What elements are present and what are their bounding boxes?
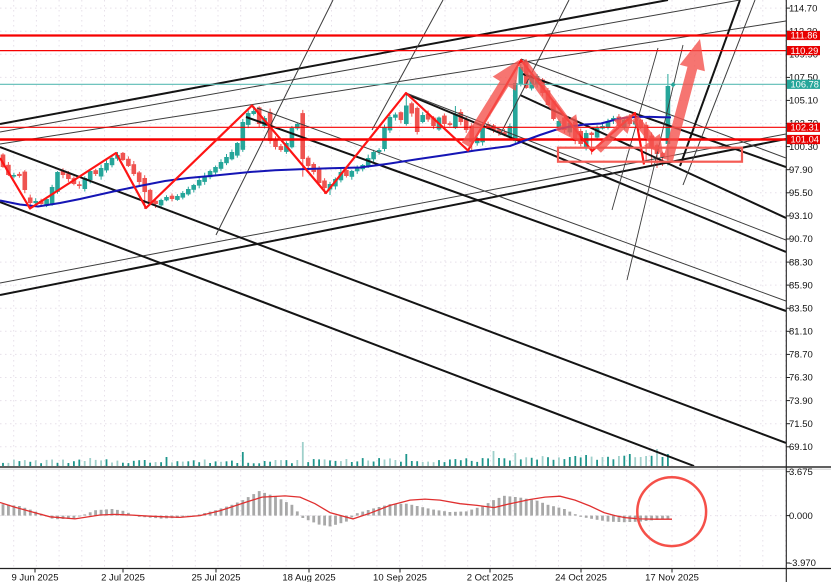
- svg-text:3.675: 3.675: [789, 467, 813, 478]
- svg-text:18 Aug 2025: 18 Aug 2025: [282, 573, 335, 582]
- svg-text:69.10: 69.10: [789, 442, 813, 453]
- svg-text:90.70: 90.70: [789, 234, 813, 245]
- svg-text:97.90: 97.90: [789, 165, 813, 176]
- svg-text:100.30: 100.30: [789, 142, 818, 153]
- svg-text:85.90: 85.90: [789, 280, 813, 291]
- svg-text:95.50: 95.50: [789, 188, 813, 199]
- svg-text:73.90: 73.90: [789, 396, 813, 407]
- svg-text:93.10: 93.10: [789, 211, 813, 222]
- svg-text:2 Jul 2025: 2 Jul 2025: [101, 573, 145, 582]
- svg-text:17 Nov 2025: 17 Nov 2025: [645, 573, 699, 582]
- svg-text:110.29: 110.29: [791, 46, 819, 56]
- svg-text:114.70: 114.70: [789, 3, 817, 14]
- svg-text:106.78: 106.78: [791, 80, 819, 90]
- svg-text:24 Oct 2025: 24 Oct 2025: [555, 573, 607, 582]
- svg-text:111.86: 111.86: [791, 31, 818, 41]
- svg-text:0.000: 0.000: [789, 511, 813, 522]
- svg-text:101.04: 101.04: [791, 135, 819, 145]
- svg-text:9 Jun 2025: 9 Jun 2025: [11, 573, 58, 582]
- svg-text:105.10: 105.10: [789, 96, 818, 107]
- svg-text:107.50: 107.50: [789, 73, 818, 84]
- svg-text:-3.970: -3.970: [789, 558, 816, 569]
- svg-text:71.50: 71.50: [789, 419, 813, 430]
- svg-text:88.30: 88.30: [789, 257, 813, 268]
- svg-text:102.31: 102.31: [791, 123, 819, 133]
- svg-text:76.30: 76.30: [789, 373, 813, 384]
- svg-text:78.70: 78.70: [789, 350, 813, 361]
- svg-text:83.50: 83.50: [789, 303, 813, 314]
- svg-text:25 Jul 2025: 25 Jul 2025: [191, 573, 240, 582]
- svg-text:81.10: 81.10: [789, 327, 813, 338]
- svg-text:10 Sep 2025: 10 Sep 2025: [373, 573, 427, 582]
- svg-text:2 Oct 2025: 2 Oct 2025: [467, 573, 513, 582]
